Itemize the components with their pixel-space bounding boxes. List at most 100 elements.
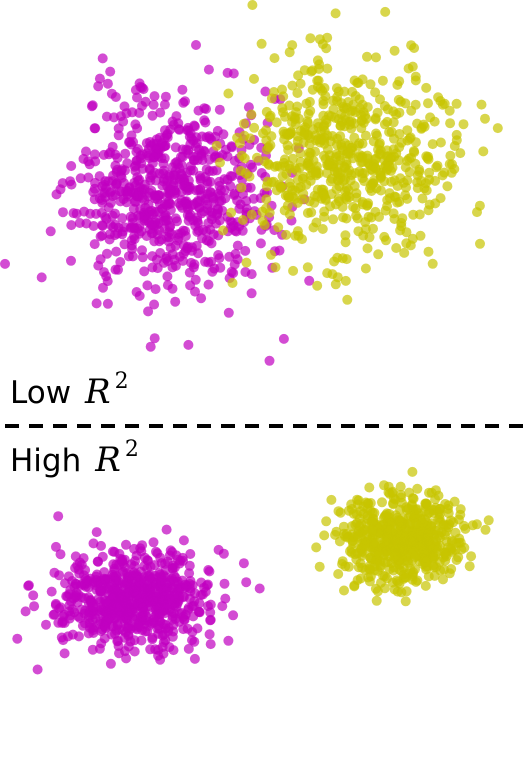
high-series-0-point xyxy=(115,610,126,621)
low-series-1-point xyxy=(327,131,338,141)
low-series-1-point xyxy=(287,191,298,202)
low-series-0-point xyxy=(89,149,100,160)
low-series-1-point xyxy=(362,243,373,254)
low-series-1-point xyxy=(380,6,391,17)
low-series-1-point xyxy=(332,252,343,263)
high-series-0-point xyxy=(161,603,172,614)
low-series-0-point xyxy=(278,333,289,344)
low-series-0-point xyxy=(154,199,165,210)
low-series-1-point xyxy=(319,206,330,217)
low-series-1-point xyxy=(218,225,229,236)
high-series-1-point xyxy=(333,506,344,517)
low-series-0-point xyxy=(177,84,188,95)
high-series-1-point xyxy=(430,546,441,557)
low-series-1-point xyxy=(322,268,333,279)
low-series-0-point xyxy=(66,220,77,231)
low-series-1-point xyxy=(247,0,258,10)
low-series-1-point xyxy=(389,45,400,56)
low-series-0-point xyxy=(165,186,176,197)
high-series-0-point xyxy=(88,538,99,549)
low-series-1-point xyxy=(266,249,276,260)
low-series-0-point xyxy=(150,284,161,295)
high-series-0-point xyxy=(188,611,199,622)
high-series-0-point xyxy=(185,549,196,559)
low-series-1-point xyxy=(322,32,333,43)
low-series-0-point xyxy=(128,137,139,147)
low-series-1-point xyxy=(393,94,404,105)
low-series-0-point xyxy=(182,210,193,220)
low-series-1-point xyxy=(370,87,381,98)
high-series-0-point xyxy=(88,625,99,636)
high-series-0-point xyxy=(205,639,216,650)
low-series-1-point xyxy=(363,198,374,209)
high-series-0-point xyxy=(121,653,132,664)
low-series-0-point xyxy=(207,166,218,176)
low-series-0-point xyxy=(180,96,190,107)
low-series-1-point xyxy=(328,214,339,225)
low-series-1-point xyxy=(445,150,456,161)
low-series-1-point xyxy=(342,294,353,305)
high-series-1-point xyxy=(423,571,434,582)
high-series-0-point xyxy=(178,591,188,602)
high-series-0-point xyxy=(254,583,265,594)
low-series-0-point xyxy=(198,224,209,235)
low-series-1-point xyxy=(354,138,365,149)
high-series-0-point xyxy=(130,556,140,566)
high-series-0-point xyxy=(192,623,203,634)
low-series-0-point xyxy=(111,178,122,189)
high-series-1-point xyxy=(395,481,406,492)
high-series-1-point xyxy=(321,516,332,527)
high-series-0-point xyxy=(97,551,108,562)
high-series-0-point xyxy=(114,648,124,659)
low-series-0-point xyxy=(107,141,118,152)
low-series-1-point xyxy=(263,158,274,169)
low-series-0-point xyxy=(129,231,140,241)
high-series-1-point xyxy=(411,518,422,529)
low-series-1-point xyxy=(211,140,222,151)
high-series-1-point xyxy=(417,540,428,551)
low-series-0-point xyxy=(102,78,113,89)
high-series-0-point xyxy=(157,630,168,641)
low-series-1-point xyxy=(281,169,292,179)
low-series-0-point xyxy=(228,68,239,79)
high-series-0-point xyxy=(161,524,172,535)
low-series-1-point xyxy=(311,170,322,181)
low-series-0-point xyxy=(229,190,240,201)
low-series-0-point xyxy=(145,341,156,352)
high-series-1-point xyxy=(372,586,383,597)
low-series-1-point xyxy=(394,107,405,118)
low-series-1-point xyxy=(402,175,413,186)
low-series-1-point xyxy=(396,221,407,232)
low-series-1-point xyxy=(480,113,490,124)
high-series-1-point xyxy=(439,564,450,575)
low-series-0-point xyxy=(226,142,237,153)
high-series-1-point xyxy=(466,551,477,562)
high-series-0-point xyxy=(83,610,94,621)
high-series-0-point xyxy=(155,654,166,665)
low-series-1-point xyxy=(310,130,321,141)
high-series-0-point xyxy=(100,596,111,607)
high-series-0-point xyxy=(144,572,155,583)
low-series-0-point xyxy=(203,64,214,75)
low-series-1-point xyxy=(401,238,412,249)
low-series-0-point xyxy=(45,226,56,237)
low-series-0-point xyxy=(200,117,211,128)
low-series-0-point xyxy=(146,219,157,230)
low-series-1-point xyxy=(388,208,399,219)
low-series-1-point xyxy=(339,161,350,172)
low-series-0-point xyxy=(167,116,178,127)
low-series-1-point xyxy=(332,166,343,177)
high-series-1-point xyxy=(331,526,342,537)
high-series-1-point xyxy=(428,560,439,571)
high-series-0-point xyxy=(28,590,39,601)
low-series-1-point xyxy=(417,193,428,204)
low-series-0-point xyxy=(106,88,117,99)
high-series-1-point xyxy=(435,504,446,514)
low-series-1-point xyxy=(370,206,381,217)
low-series-1-point xyxy=(336,98,347,109)
high-series-0-point xyxy=(220,593,231,604)
low-series-0-point xyxy=(147,251,158,262)
low-series-0-point xyxy=(208,229,219,240)
low-series-0-point xyxy=(274,245,285,256)
low-series-0-point xyxy=(58,207,68,218)
